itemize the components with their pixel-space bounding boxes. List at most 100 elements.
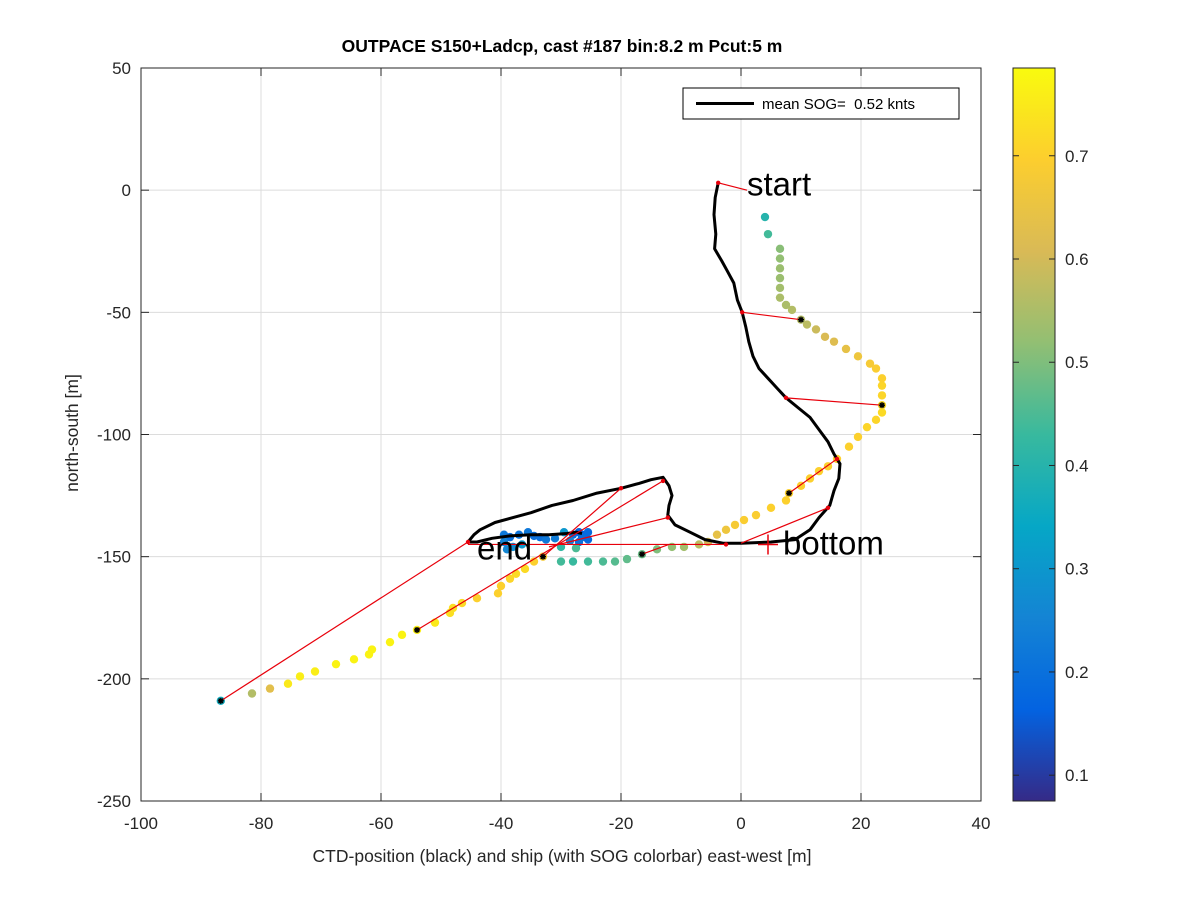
ship-point bbox=[802, 320, 812, 329]
y-tick-label: 0 bbox=[122, 181, 131, 200]
ship-point bbox=[877, 381, 887, 390]
ship-point bbox=[622, 554, 632, 564]
x-tick-label: -100 bbox=[124, 814, 158, 833]
ctd-ship-connector bbox=[416, 480, 664, 631]
ship-point bbox=[751, 510, 761, 520]
ship-point bbox=[712, 530, 722, 539]
ship-marker bbox=[798, 316, 804, 323]
tick-layer: -100 -80 -60 -40 -20 0 20 40-250-200-150-100-50… bbox=[97, 59, 990, 833]
ctd-marker bbox=[723, 542, 729, 547]
x-tick-label: -40 bbox=[489, 814, 514, 833]
ship-point bbox=[853, 352, 863, 361]
ship-point bbox=[310, 667, 320, 676]
ctd-marker bbox=[740, 310, 745, 315]
ship-point bbox=[721, 525, 731, 534]
colorbar-tick-label: 0.5 bbox=[1065, 353, 1089, 372]
legend-entry: mean SOG= 0.52 knts bbox=[762, 96, 915, 113]
ship-point bbox=[511, 569, 521, 578]
ctd-marker bbox=[618, 486, 624, 491]
ctd-ship-connector bbox=[742, 311, 802, 321]
ship-point bbox=[505, 574, 515, 583]
ship-point bbox=[775, 283, 785, 293]
colorbar-ticks: 0.1 0.2 0.3 0.4 0.5 0.6 0.7 bbox=[1013, 147, 1089, 785]
ship-point bbox=[781, 496, 791, 505]
ship-point bbox=[871, 415, 881, 425]
ship-point bbox=[844, 442, 854, 451]
markers-layer bbox=[217, 180, 885, 704]
ship-point bbox=[853, 432, 863, 442]
ctd-ship-connector bbox=[548, 516, 668, 548]
x-tick-label: 0 bbox=[736, 814, 745, 833]
colorbar-tick-label: 0.4 bbox=[1065, 456, 1089, 475]
ship-point bbox=[550, 534, 560, 543]
ship-marker bbox=[879, 402, 885, 409]
x-tick-label: -80 bbox=[249, 814, 274, 833]
ship-point bbox=[877, 374, 887, 383]
ship-point bbox=[493, 589, 503, 598]
ship-marker bbox=[540, 553, 546, 560]
ship-marker bbox=[639, 551, 645, 558]
ship-point bbox=[775, 254, 785, 263]
chart-title: OUTPACE S150+Ladcp, cast #187 bin:8.2 m … bbox=[342, 36, 783, 56]
connector-lines-layer bbox=[220, 182, 883, 702]
ctd-marker bbox=[716, 180, 721, 186]
colorbar-tick-label: 0.7 bbox=[1065, 147, 1089, 166]
ship-point bbox=[865, 359, 875, 368]
ctd-marker bbox=[660, 478, 666, 484]
x-tick-label: 20 bbox=[852, 814, 871, 833]
ship-point bbox=[739, 515, 749, 525]
ctd-ship-connector bbox=[641, 543, 670, 555]
y-tick-label: -50 bbox=[106, 303, 131, 322]
ship-point bbox=[331, 659, 341, 669]
ctd-track bbox=[466, 182, 842, 545]
ship-point bbox=[811, 325, 821, 334]
ship-point bbox=[841, 344, 851, 354]
y-axis-label: north-south [m] bbox=[62, 374, 82, 492]
ctd-ship-connector bbox=[788, 458, 838, 494]
ship-point bbox=[775, 293, 785, 302]
ctd-marker bbox=[665, 515, 670, 520]
ship-point bbox=[781, 300, 791, 310]
ship-point bbox=[496, 581, 506, 591]
y-tick-label: -200 bbox=[97, 670, 131, 689]
y-tick-label: -150 bbox=[97, 548, 131, 567]
ctd-ship-connector bbox=[718, 182, 748, 191]
ctd-ship-connector bbox=[220, 541, 469, 702]
annotation-start: start bbox=[747, 165, 811, 202]
colorbar-tick-label: 0.6 bbox=[1065, 250, 1089, 269]
ship-point bbox=[862, 422, 872, 432]
bottom-marker bbox=[758, 534, 778, 555]
colorbar-frame bbox=[1012, 67, 1056, 802]
ship-point bbox=[583, 557, 593, 566]
ctd-ship-connector bbox=[542, 487, 622, 558]
ship-point bbox=[583, 528, 593, 537]
ship-point bbox=[472, 594, 482, 603]
ship-point bbox=[877, 391, 887, 400]
ship-point bbox=[775, 264, 785, 273]
x-tick-label: -60 bbox=[369, 814, 394, 833]
ctd-marker bbox=[825, 505, 831, 510]
legend: mean SOG= 0.52 knts bbox=[682, 87, 960, 120]
ship-point bbox=[820, 332, 830, 341]
ctd-marker bbox=[465, 539, 471, 545]
ship-marker bbox=[414, 626, 420, 633]
ship-point bbox=[571, 543, 581, 553]
ship-point bbox=[829, 337, 839, 346]
colorbar-tick-label: 0.1 bbox=[1065, 766, 1089, 785]
x-axis-label: CTD-position (black) and ship (with SOG … bbox=[313, 846, 812, 866]
colorbar-tick-label: 0.2 bbox=[1065, 663, 1089, 682]
annotations-layer: start end bottom bbox=[477, 165, 884, 566]
ship-point bbox=[385, 637, 395, 647]
y-tick-label: -250 bbox=[97, 792, 131, 811]
ship-point bbox=[349, 655, 359, 664]
ship-point bbox=[295, 672, 305, 681]
colorbar-tick-label: 0.3 bbox=[1065, 560, 1089, 579]
x-tick-label: -20 bbox=[609, 814, 634, 833]
x-tick-label: 40 bbox=[972, 814, 991, 833]
ship-point bbox=[265, 684, 275, 693]
colorbar: 0.1 0.2 0.3 0.4 0.5 0.6 0.7 bbox=[1012, 67, 1089, 802]
ship-point bbox=[760, 212, 770, 222]
